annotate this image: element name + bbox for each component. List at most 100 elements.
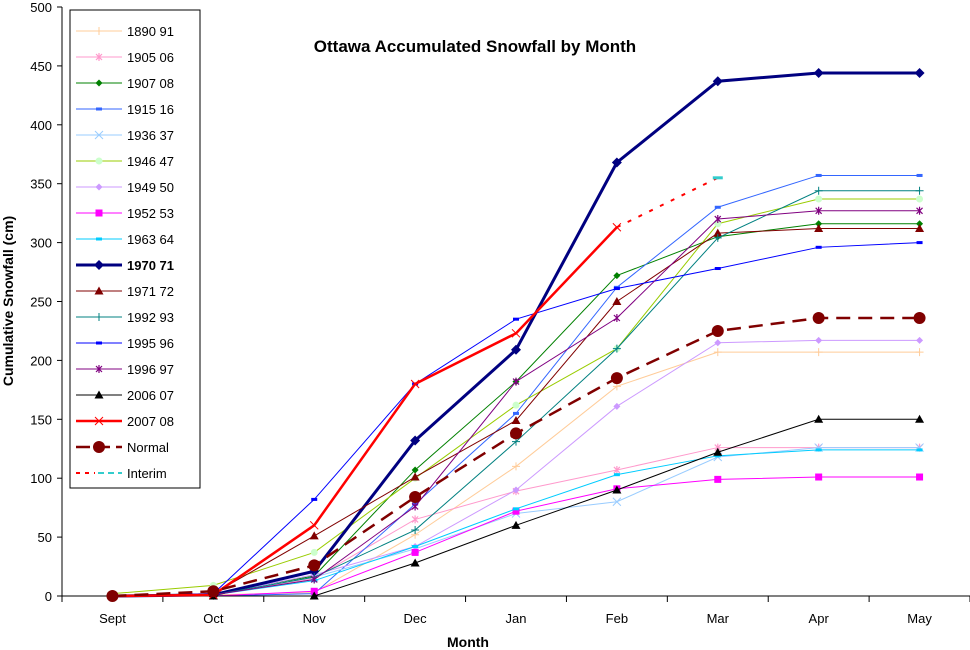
marker-square xyxy=(411,548,419,556)
marker-square xyxy=(512,507,520,515)
series-line xyxy=(112,198,920,595)
marker-dash xyxy=(96,341,102,345)
legend-item: 1936 37 xyxy=(76,128,174,143)
x-tick-label: Nov xyxy=(303,611,327,626)
legend-label: 1905 06 xyxy=(127,50,174,65)
chart-title: Ottawa Accumulated Snowfall by Month xyxy=(314,37,636,56)
series-1971-72 xyxy=(107,223,925,600)
marker-plus xyxy=(814,186,823,195)
legend-label: 1907 08 xyxy=(127,76,174,91)
marker-square xyxy=(310,587,318,595)
y-tick-label: 350 xyxy=(30,177,52,192)
legend-label: 1915 16 xyxy=(127,102,174,117)
marker-diamond xyxy=(95,79,103,87)
legend-item: Normal xyxy=(76,440,169,455)
marker-star xyxy=(411,515,419,524)
x-tick-label: Sept xyxy=(99,611,126,626)
marker-plus xyxy=(411,526,420,535)
marker-plus xyxy=(713,233,722,242)
marker-x xyxy=(410,379,420,389)
legend-item: 1971 72 xyxy=(76,284,174,299)
legend-item: 1952 53 xyxy=(76,206,174,221)
marker-star xyxy=(95,365,103,373)
legend-item: 2006 07 xyxy=(76,388,174,403)
marker-diamond xyxy=(94,260,104,270)
marker-star xyxy=(916,206,923,215)
marker-dash xyxy=(96,107,102,111)
legend-label: 1995 96 xyxy=(127,336,174,351)
x-tick-label: Apr xyxy=(809,611,830,626)
marker-dash xyxy=(412,545,419,549)
legend-label: 1949 50 xyxy=(127,180,174,195)
marker-diamond xyxy=(613,272,621,280)
series-1907-08 xyxy=(108,220,924,600)
series-1890-91 xyxy=(108,348,924,600)
legend-label: 1992 93 xyxy=(127,310,174,325)
x-tick-label: Oct xyxy=(203,611,224,626)
legend-box xyxy=(69,9,201,489)
series-1915-16 xyxy=(109,173,923,598)
legend-label: 2006 07 xyxy=(127,388,174,403)
series-line xyxy=(112,223,920,597)
marker-diamond xyxy=(512,486,520,494)
marker-plus xyxy=(713,348,722,357)
marker-dash xyxy=(311,497,318,501)
legend-item: 1907 08 xyxy=(76,76,174,91)
legend-item: 1970 71 xyxy=(76,258,174,273)
marker-diamond xyxy=(613,402,621,410)
marker-triangle xyxy=(814,223,824,232)
legend-label: Normal xyxy=(127,440,169,455)
marker-star xyxy=(613,465,621,474)
marker-circle xyxy=(610,372,623,385)
marker-dash xyxy=(916,241,923,245)
marker-x xyxy=(94,416,104,426)
series-Normal xyxy=(106,311,926,602)
marker-circle xyxy=(711,324,724,337)
marker-x xyxy=(309,520,319,530)
marker-circle xyxy=(409,491,422,504)
y-tick-label: 0 xyxy=(45,589,52,604)
legend-item: 1890 91 xyxy=(76,24,174,39)
marker-x xyxy=(612,497,622,507)
marker-dash xyxy=(613,287,620,291)
legend-label: 1970 71 xyxy=(127,258,174,273)
marker-circle xyxy=(106,590,119,602)
marker-dash xyxy=(815,448,822,452)
marker-circle xyxy=(512,401,520,409)
legend-item: 1963 64 xyxy=(76,232,174,247)
series-line xyxy=(112,174,920,597)
legend-label: 1963 64 xyxy=(127,232,174,247)
marker-triangle xyxy=(915,223,925,232)
series-line xyxy=(112,351,920,597)
marker-diamond xyxy=(916,336,924,344)
marker-x xyxy=(94,130,104,140)
marker-plus xyxy=(814,348,823,357)
legend-label: 1946 47 xyxy=(127,154,174,169)
marker-circle xyxy=(510,427,522,440)
marker-triangle xyxy=(915,414,925,423)
legend-item: 1946 47 xyxy=(76,154,174,169)
y-tick-label: 300 xyxy=(30,236,52,251)
y-tick-label: 200 xyxy=(30,353,52,368)
marker-triangle xyxy=(612,297,622,305)
marker-dash xyxy=(96,237,102,241)
y-axis-label: Cumulative Snowfall (cm) xyxy=(0,216,16,386)
marker-star xyxy=(95,53,103,61)
marker-square xyxy=(95,209,103,217)
marker-star xyxy=(613,313,621,322)
y-tick-label: 100 xyxy=(30,471,52,486)
marker-triangle xyxy=(410,472,420,481)
x-tick-label: May xyxy=(907,611,932,626)
marker-dash xyxy=(714,205,721,209)
marker-square xyxy=(714,475,722,483)
x-axis-label: Month xyxy=(447,634,489,650)
marker-circle xyxy=(95,157,103,165)
marker-triangle xyxy=(309,591,319,600)
x-tick-label: Dec xyxy=(404,611,428,626)
marker-dash xyxy=(916,448,923,452)
marker-x xyxy=(511,328,521,338)
marker-diamond xyxy=(410,435,421,446)
marker-triangle xyxy=(511,415,521,424)
marker-square xyxy=(815,473,823,481)
